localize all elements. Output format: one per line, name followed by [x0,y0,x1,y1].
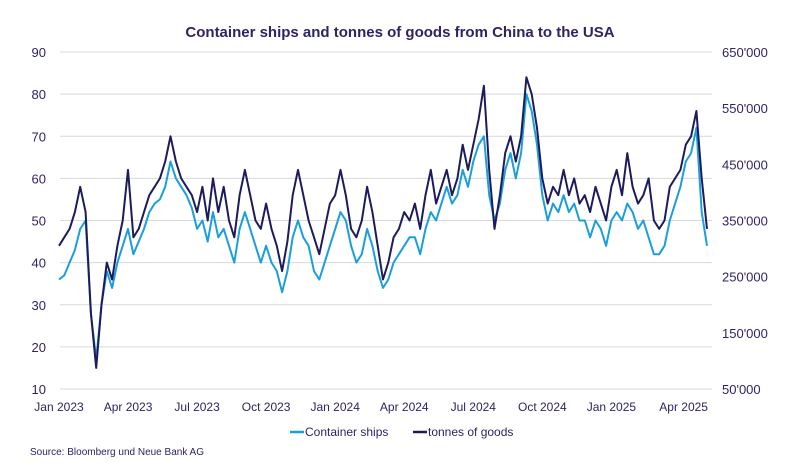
y2-tick-label: 550'000 [722,101,768,116]
gridlines [60,51,712,390]
y-tick-label: 50 [32,214,46,229]
y-axis-right: 50'000 150'000 250'000 350'000 450'000 550'00… [722,45,768,397]
x-tick-label: Jan 2023 [34,400,84,414]
y-tick-label: 80 [32,87,46,102]
y-tick-label: 70 [32,129,46,144]
y2-tick-label: 350'000 [722,214,768,229]
legend-item: tonnes of goods [413,425,513,439]
series-line-tonnes-of-goods [58,76,708,369]
x-tick-label: Apr 2025 [659,400,708,414]
x-tick-label: Apr 2024 [380,400,429,414]
y-tick-label: 60 [32,171,46,186]
y2-tick-label: 650'000 [722,45,768,60]
y-tick-label: 10 [32,382,46,397]
legend-label: Container ships [305,425,388,439]
y-tick-label: 30 [32,298,46,313]
y2-tick-label: 150'000 [722,326,768,341]
source-note: Source: Bloomberg und Neue Bank AG [30,447,204,458]
x-tick-label: Oct 2024 [518,400,567,414]
legend: Container ships tonnes of goods [290,425,513,439]
chart-title: Container ships and tonnes of goods from… [185,24,614,41]
x-tick-label: Jul 2023 [174,400,220,414]
x-tick-label: Oct 2023 [242,400,291,414]
x-tick-label: Jul 2024 [451,400,497,414]
y2-tick-label: 50'000 [722,382,761,397]
plot-lines [58,76,708,369]
x-tick-label: Apr 2023 [104,400,153,414]
y-tick-label: 20 [32,340,46,355]
legend-item: Container ships [290,425,388,439]
x-tick-label: Jan 2025 [587,400,637,414]
y2-tick-label: 450'000 [722,157,768,172]
x-tick-label: Jan 2024 [311,400,361,414]
y-axis-left: 10 20 30 40 50 60 70 80 90 [32,45,46,397]
legend-label: tonnes of goods [428,425,513,439]
y2-tick-label: 250'000 [722,270,768,285]
series-line-container-ships [58,93,708,361]
y-tick-label: 90 [32,45,46,60]
y-tick-label: 40 [32,256,46,271]
x-axis: Jan 2023 Apr 2023 Jul 2023 Oct 2023 Jan 2024… [34,400,708,414]
